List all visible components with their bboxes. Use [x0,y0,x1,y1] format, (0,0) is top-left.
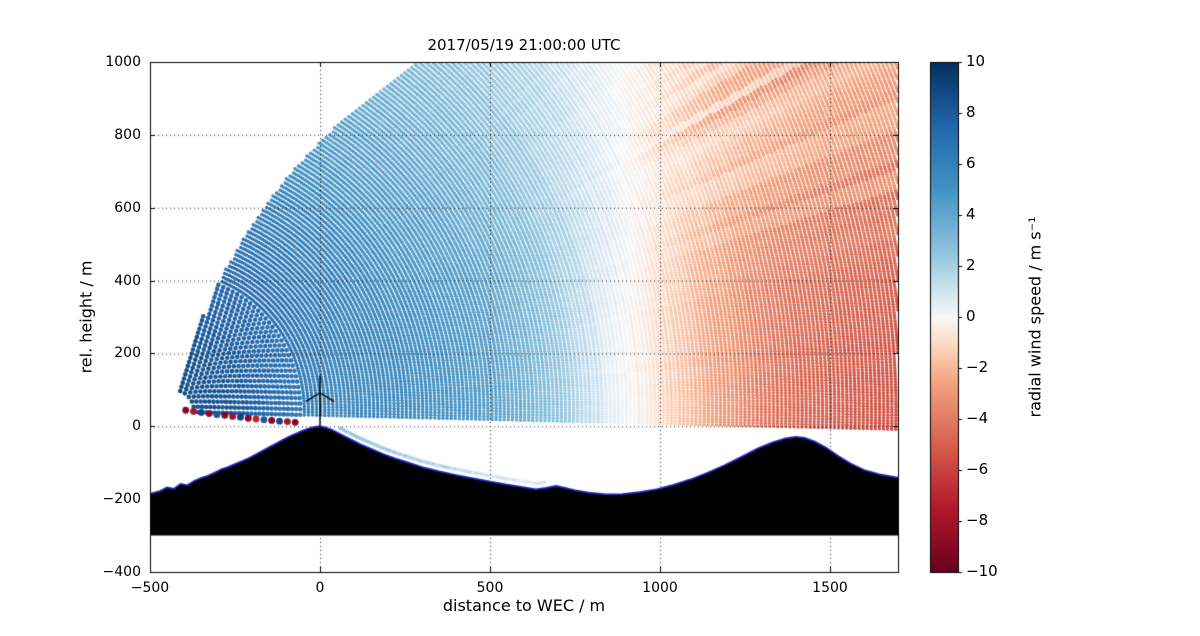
y-tick-label: 200 [114,345,141,362]
colorbar-tick-label: 10 [966,52,986,70]
x-tick-label: 500 [476,580,504,596]
x-tick-label: −500 [130,580,170,596]
y-tick-label: 400 [114,272,141,289]
colorbar-tick-label: 6 [966,154,976,172]
colorbar-tick-label: −4 [966,409,989,427]
x-axis-label: distance to WEC / m [442,596,606,615]
plot-title: 2017/05/19 21:00:00 UTC [427,36,621,54]
colorbar-tick-label: −6 [966,460,989,478]
colorbar-tick-label: 8 [966,103,976,121]
colorbar-tick-label: 0 [966,307,976,325]
x-tick-label: 0 [315,580,325,596]
y-tick-label: 600 [114,199,141,216]
colorbar-tick-label: −8 [966,511,989,529]
colorbar-label: radial wind speed / m s⁻¹ [1025,216,1045,418]
colorbar-tick-label: 4 [966,205,976,223]
y-tick-label: −200 [102,491,141,508]
x-tick-label: 1500 [812,580,848,596]
y-tick-label: 1000 [105,54,141,70]
y-tick-label: 800 [114,126,141,143]
x-tick-label: 1000 [642,580,678,596]
colorbar-tick-label: −2 [966,358,989,376]
colorbar-tick-label: 2 [966,256,976,274]
colorbar-tick-label: −10 [966,562,998,580]
y-tick-label: −400 [102,564,141,580]
y-tick-label: 0 [132,418,141,435]
